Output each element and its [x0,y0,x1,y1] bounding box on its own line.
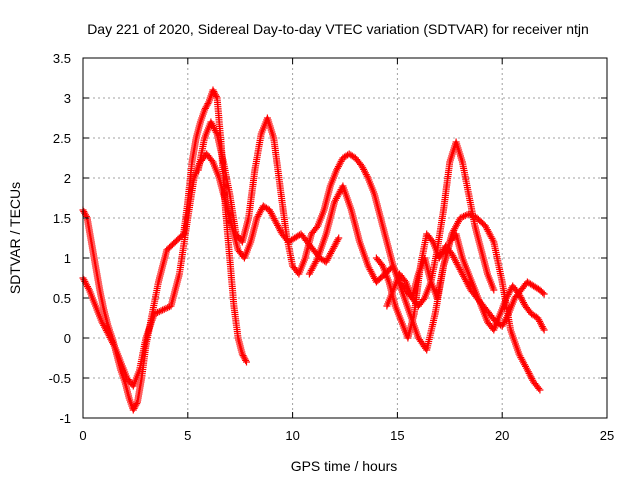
data-point [470,212,478,220]
data-point [212,92,220,100]
data-point [201,104,209,112]
y-tick-label: 3.5 [53,51,71,66]
y-tick-label: -0.5 [49,371,71,386]
data-point [239,352,247,360]
x-axis-label: GPS time / hours [291,458,398,474]
data-point [110,340,117,348]
data-point [152,309,160,317]
x-tick-label: 10 [285,428,299,443]
y-tick-label: 0.5 [53,291,71,306]
data-point [159,306,167,314]
data-point [105,332,113,340]
x-tick-label: 15 [390,428,404,443]
chart-title: Day 221 of 2020, Sidereal Day-to-day VTE… [87,21,589,37]
data-point [209,86,217,94]
data-point [155,308,163,316]
data-point [540,326,548,334]
data-point [203,101,211,109]
y-tick-label: 2 [64,171,71,186]
data-point [540,290,548,298]
data-point [131,403,139,411]
data-point [164,304,172,312]
y-axis-label: SDTVAR / TECUs [7,182,23,294]
data-point [536,386,544,394]
data-point [378,260,385,268]
y-tick-label: 3 [64,91,71,106]
data-point [133,400,141,408]
data-point [335,234,343,242]
axis-ticks: 0 5 10 15 20 25 -1 -0.5 0 0.5 1 1.5 2 2.5 3 3.5 [49,51,615,443]
data-point [524,368,532,376]
x-tick-label: 25 [600,428,614,443]
y-tick-label: 2.5 [53,131,71,146]
data-point [129,406,137,414]
data-point [535,384,543,392]
data-point [242,358,250,366]
data-point [157,307,165,315]
data-point [334,236,342,244]
x-tick-label: 5 [184,428,191,443]
data-point [104,330,112,338]
y-tick-label: -1 [59,411,71,426]
data-point [466,211,474,219]
data-point [419,296,427,304]
data-point [363,172,371,180]
y-tick-label: 0 [64,331,71,346]
data-point [238,350,246,358]
data-point [465,210,473,218]
data-point [209,121,217,129]
data-point [208,156,216,164]
data-point [132,401,140,409]
data-point [242,356,250,364]
data-point [210,88,218,96]
data-point [84,284,92,292]
series-track-1 [79,86,250,414]
data-point [490,286,498,294]
plot-frame [82,57,608,419]
data-point [80,208,88,216]
data-point [241,355,249,363]
data-point [458,213,466,221]
data-point [523,366,531,374]
data-point [539,289,547,297]
data-point [539,324,547,332]
y-tick-label: 1 [64,251,71,266]
data-point [81,209,89,217]
data-point [201,106,209,114]
series-track-6 [383,230,548,334]
x-tick-label: 0 [79,428,86,443]
grid-lines [83,58,607,418]
data-point [461,212,469,220]
data-point [460,212,468,220]
series-track-3 [194,114,498,310]
data-point [154,308,162,316]
data-point [204,100,212,108]
data-point [150,310,158,318]
data-point [313,224,320,232]
data-point [504,312,512,320]
x-tick-label: 20 [495,428,509,443]
data-point [162,304,170,312]
data-point [130,404,138,412]
data-point [240,353,248,361]
y-tick-label: 1.5 [53,211,71,226]
data-point [211,89,219,97]
data-point [212,128,220,136]
data-point [428,236,436,244]
data-point [401,276,408,284]
data-point [82,212,90,220]
data-point [160,305,168,313]
data-point [202,103,210,111]
data-point [456,214,464,222]
series-track-4 [305,182,544,394]
data-point [212,91,219,99]
data-series [79,86,548,414]
data-point [468,212,476,220]
